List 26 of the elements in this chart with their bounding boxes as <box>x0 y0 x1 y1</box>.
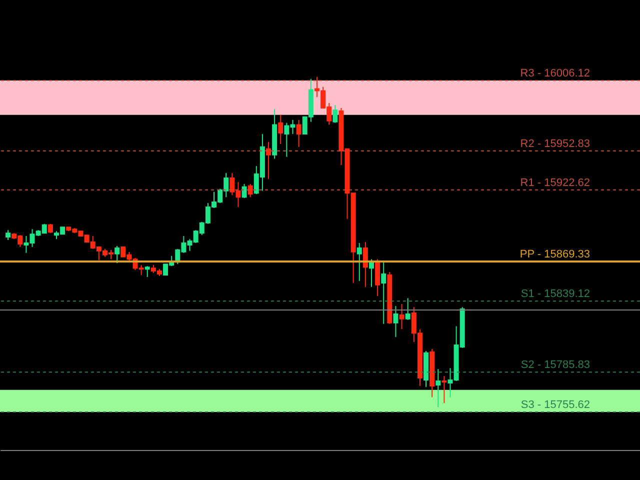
candlestick <box>266 141 272 180</box>
candlestick <box>296 119 302 148</box>
candlestick <box>436 368 441 408</box>
ref-line-label: PP - 15869.33 <box>520 248 590 260</box>
candlestick <box>332 104 338 124</box>
candlestick <box>362 242 368 288</box>
candlestick <box>375 258 380 297</box>
candlestick <box>356 242 362 282</box>
ref-line-label: R3 - 16006.12 <box>520 68 590 80</box>
candlestick <box>442 376 447 404</box>
ref-line-label: S1 - 15839.12 <box>520 288 590 300</box>
candlestick <box>405 298 410 320</box>
candlestick <box>278 114 284 144</box>
candlestick <box>381 260 386 324</box>
candlestick <box>248 183 253 198</box>
candlestick <box>242 183 247 199</box>
candlestick <box>399 304 404 330</box>
ref-line-label: S3 - 15755.62 <box>520 399 590 412</box>
candlestick <box>393 306 398 338</box>
candlestick <box>144 266 150 278</box>
candlestick <box>114 245 120 264</box>
ref-line-label: S2 - 15785.83 <box>520 359 590 372</box>
ref-line-label: R1 - 15922.62 <box>520 176 590 189</box>
candlestick <box>48 223 53 234</box>
candlestick <box>6 230 11 241</box>
ref-line-label: R2 - 15952.83 <box>520 138 590 150</box>
